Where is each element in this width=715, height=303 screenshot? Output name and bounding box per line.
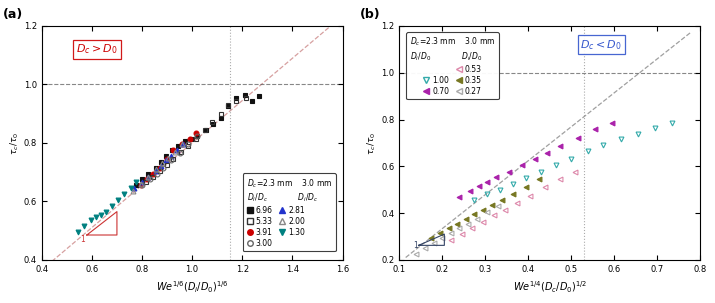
X-axis label: $We^{1/6}(D_i/D_0)^{1/6}$: $We^{1/6}(D_i/D_0)^{1/6}$	[156, 279, 229, 295]
X-axis label: $We^{1/4}(D_c/D_0)^{1/2}$: $We^{1/4}(D_c/D_0)^{1/2}$	[513, 279, 586, 295]
Legend: , 1.00, 0.70, 0.53, 0.35, 0.27: , 1.00, 0.70, 0.53, 0.35, 0.27	[406, 32, 499, 99]
Text: 1: 1	[81, 235, 85, 244]
Text: $D_c>D_0$: $D_c>D_0$	[76, 42, 118, 56]
Legend: 6.96, 5.33, 3.91, 3.00, 2.81, 2.00, 1.30, : 6.96, 5.33, 3.91, 3.00, 2.81, 2.00, 1.30…	[243, 173, 336, 251]
Text: (b): (b)	[360, 8, 381, 21]
Y-axis label: $\tau_c/\tau_0$: $\tau_c/\tau_0$	[9, 131, 21, 155]
Text: (a): (a)	[3, 8, 23, 21]
Y-axis label: $\tau_c/\tau_0$: $\tau_c/\tau_0$	[366, 131, 378, 155]
Text: $D_c<D_0$: $D_c<D_0$	[581, 38, 622, 52]
Text: 1: 1	[413, 241, 418, 250]
